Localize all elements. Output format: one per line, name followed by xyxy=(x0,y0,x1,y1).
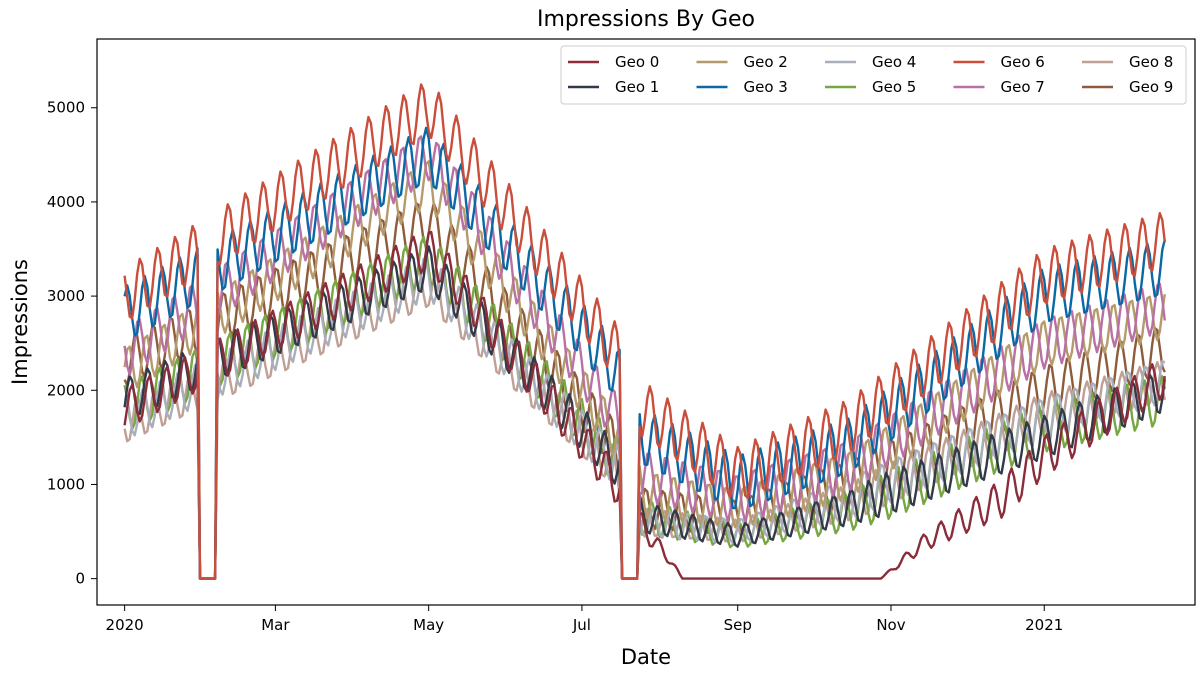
legend: Geo 0 Geo 1 Geo 2 Geo 3 Geo 4 Geo 5 Geo 6 Geo 7… xyxy=(560,45,1187,105)
legend-box xyxy=(560,45,1187,105)
x-axis-label: Date xyxy=(621,645,671,669)
series-line-geo-7 xyxy=(123,135,1166,580)
legend-label: Geo 7 xyxy=(1001,78,1045,96)
series-line-geo-2 xyxy=(123,160,1166,580)
x-tick-label: Mar xyxy=(261,616,290,634)
legend-label: Geo 6 xyxy=(1001,53,1045,71)
x-tick-label: 2020 xyxy=(106,616,144,634)
x-tick-label: May xyxy=(413,616,444,634)
series-line-geo-5 xyxy=(123,235,1166,580)
legend-label: Geo 4 xyxy=(872,53,916,71)
legend-label: Geo 0 xyxy=(615,53,659,71)
y-tick-label: 0 xyxy=(75,570,85,588)
y-axis-label: Impressions xyxy=(8,259,32,385)
legend-label: Geo 9 xyxy=(1129,78,1173,96)
legend-label: Geo 5 xyxy=(872,78,916,96)
legend-label: Geo 8 xyxy=(1129,53,1173,71)
y-tick-label: 4000 xyxy=(47,193,85,211)
chart-title: Impressions By Geo xyxy=(537,7,755,32)
series-line-geo-1 xyxy=(123,245,1166,580)
y-tick-label: 3000 xyxy=(47,287,85,305)
legend-label: Geo 1 xyxy=(615,78,659,96)
y-axis: 0 1000 2000 3000 4000 5000 xyxy=(47,99,97,588)
x-tick-label: Nov xyxy=(876,616,905,634)
series-line-geo-3 xyxy=(123,126,1166,580)
legend-label: Geo 3 xyxy=(744,78,788,96)
x-tick-label: 2021 xyxy=(1025,616,1063,634)
y-tick-label: 2000 xyxy=(47,381,85,399)
series-line-geo-6 xyxy=(123,83,1166,580)
x-tick-label: Jul xyxy=(572,616,591,634)
x-axis: 2020 Mar May Jul Sep Nov 2021 xyxy=(106,605,1063,634)
y-tick-label: 1000 xyxy=(47,475,85,493)
series-layer xyxy=(123,83,1166,580)
legend-label: Geo 2 xyxy=(744,53,788,71)
x-tick-label: Sep xyxy=(724,616,752,634)
y-tick-label: 5000 xyxy=(47,99,85,117)
series-line-geo-0 xyxy=(123,230,1166,580)
plot-frame xyxy=(96,38,1196,606)
